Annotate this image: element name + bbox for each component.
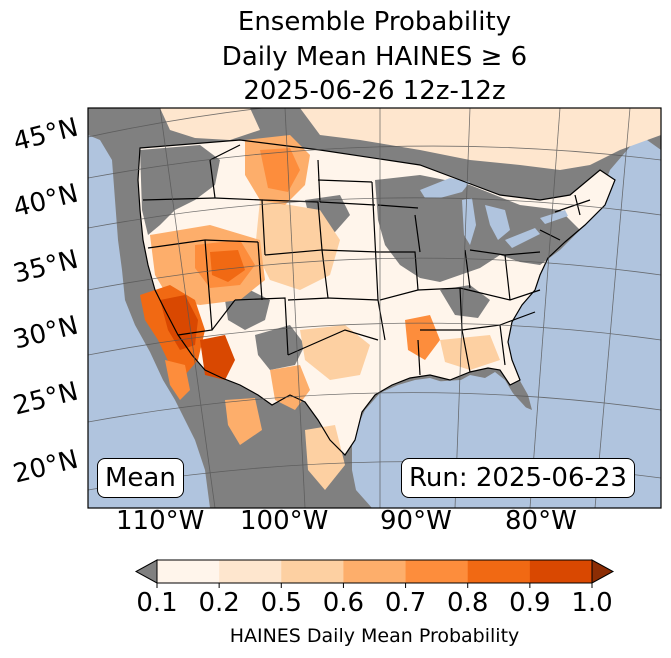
colorbar-tick-label: 0.2 (198, 588, 240, 618)
prob-region-baja (165, 360, 190, 400)
colorbar-under-arrow (134, 559, 158, 584)
lake-superior (420, 178, 470, 198)
prob-region-arizona (200, 335, 235, 380)
colorbar-label: HAINES Daily Mean Probability (229, 625, 520, 647)
colorbar-frame (156, 559, 593, 584)
colorbar-tick-label: 0.6 (322, 588, 365, 618)
colorbar-segment (281, 560, 344, 583)
nodata-great-lakes (375, 175, 580, 282)
prob-region-utah-core (210, 250, 245, 282)
colorbar-tick-label: 0.9 (509, 588, 551, 618)
run-date-box: Run: 2025-06-23 (401, 458, 635, 498)
colorbar-segment (467, 560, 531, 583)
colorbar-tick-label: 0.5 (260, 588, 302, 618)
prob-region-plains (255, 200, 340, 290)
map-frame (87, 107, 662, 509)
lon-label-80: 80°W (505, 506, 577, 536)
prob-region-montana-core (260, 148, 300, 192)
lake-ontario (540, 210, 568, 224)
lake-erie (505, 228, 540, 248)
prob-region-texas-west (270, 365, 310, 410)
colorbar-segment (219, 560, 282, 583)
canada-low-region (300, 108, 661, 170)
colorbar-segment (343, 560, 407, 583)
colorbar-segment (157, 560, 220, 583)
title-line-3: 2025-06-26 12z-12z (243, 76, 506, 106)
nodata-southwest (255, 325, 305, 370)
title-line-2: Daily Mean HAINES ≥ 6 (221, 42, 528, 72)
prob-region-mexico (305, 425, 345, 490)
title-line-1: Ensemble Probability (237, 7, 512, 37)
colorbar-tick-label: 0.1 (136, 588, 178, 618)
colorbar-segment (405, 560, 469, 583)
colorbar-segment (529, 560, 593, 583)
prob-region-southeast (440, 335, 500, 370)
lon-label-90: 90°W (380, 506, 452, 536)
prob-region-socal (160, 295, 198, 350)
state-borders (137, 139, 616, 456)
colorbar-tick-label: 0.7 (384, 588, 427, 618)
prob-region-texas (300, 325, 370, 380)
lon-label-100: 100°W (240, 506, 329, 536)
canada-west-region (160, 108, 260, 140)
colorbar-tick-label: 1.0 (571, 588, 613, 618)
mean-label-box: Mean (97, 458, 184, 498)
prob-region-arkansas (405, 315, 440, 360)
prob-region-mexico-south (225, 398, 262, 445)
lon-label-110: 110°W (116, 506, 205, 536)
nodata-east (440, 285, 490, 318)
colorbar-over-arrow (591, 559, 615, 584)
colorbar-tick-label: 0.8 (447, 588, 489, 618)
nodata-northwest (140, 145, 220, 235)
lake-huron (485, 205, 510, 240)
